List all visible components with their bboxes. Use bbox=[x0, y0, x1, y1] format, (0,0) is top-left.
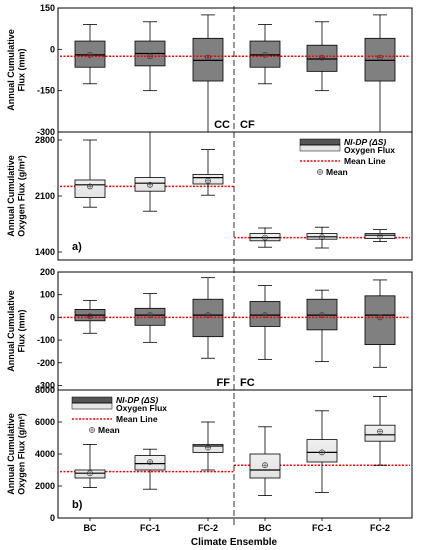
y-tick-label: 1400 bbox=[35, 247, 55, 257]
y-tick-label: 2100 bbox=[35, 191, 55, 201]
y-tick-label: -100 bbox=[37, 335, 55, 345]
legend-swatch-nidp bbox=[71, 396, 113, 404]
box-FF-BC bbox=[74, 299, 106, 334]
panel-frame bbox=[57, 271, 413, 391]
y-tick-label: -150 bbox=[37, 86, 55, 96]
box-CC-FC-1 bbox=[134, 131, 166, 212]
x-tick-label: FC-2 bbox=[198, 523, 218, 533]
box-CF-FC-2 bbox=[364, 229, 396, 243]
legend-swatch-oxygen bbox=[299, 144, 341, 152]
y-axis-label: Annual CumulativeOxygen Flux (g/m²) bbox=[6, 413, 26, 495]
legend-label: Mean Line bbox=[116, 414, 158, 424]
legend-label: Oxygen Flux bbox=[116, 403, 167, 413]
legend-swatch-oxygen bbox=[71, 402, 113, 410]
box-FC-FC-1 bbox=[306, 410, 338, 493]
box-FF-FC-1 bbox=[134, 293, 166, 343]
group-label: CC bbox=[214, 119, 230, 131]
box-FF-BC bbox=[74, 443, 106, 489]
box-CC-FC-2 bbox=[192, 14, 224, 133]
y-axis-label-line: Annual Cumulative bbox=[6, 155, 16, 237]
y-axis-label: Annual CumulativeFlux (mm) bbox=[6, 290, 26, 372]
x-tick-label: FC-2 bbox=[370, 523, 390, 533]
box-body bbox=[364, 295, 396, 346]
box-FC-FC-1 bbox=[306, 289, 338, 363]
y-axis-label-line: Oxygen Flux (g/m²) bbox=[17, 155, 27, 237]
box-CF-BC bbox=[249, 227, 281, 248]
group-label: FC bbox=[240, 377, 255, 389]
box-FF-FC-2 bbox=[192, 421, 224, 471]
y-axis-label-line: Annual Cumulative bbox=[6, 413, 16, 495]
y-tick-label: 4000 bbox=[35, 449, 55, 459]
panel-label: a) bbox=[72, 241, 82, 253]
y-tick-label: -300 bbox=[37, 380, 55, 390]
legend-label: Oxygen Flux bbox=[344, 145, 395, 155]
panel-3: 200 100 0 -100 -200 -300 Annual CumulativeFlux… bbox=[6, 267, 413, 391]
box-CF-FC-2 bbox=[364, 14, 396, 133]
box-CC-BC bbox=[74, 24, 106, 85]
x-axis-title: Climate Ensemble bbox=[191, 537, 278, 548]
y-tick-label: -300 bbox=[37, 127, 55, 137]
box-CF-BC bbox=[249, 24, 281, 85]
box-FC-BC bbox=[249, 285, 281, 360]
y-tick-label: 0 bbox=[50, 312, 55, 322]
legend-label: Mean Line bbox=[344, 156, 386, 166]
y-tick-label: 200 bbox=[40, 267, 55, 277]
box-CF-FC-1 bbox=[306, 21, 338, 92]
y-axis-label: Annual CumulativeOxygen Flux (g/m²) bbox=[6, 155, 26, 237]
y-axis-label-line: Flux (mm) bbox=[17, 48, 27, 91]
x-tick-label: BC bbox=[259, 523, 272, 533]
legend-label: NI-DP (ΔS) bbox=[344, 137, 386, 147]
group-label: FF bbox=[217, 377, 231, 389]
y-tick-label: -200 bbox=[37, 358, 55, 368]
x-axis: BC FC-1 FC-2 BC FC-1 FC-2 Climate Ensemble bbox=[84, 518, 390, 548]
x-tick-label: BC bbox=[84, 523, 97, 533]
panel-1: 150 0 -150 -300 Annual CumulativeFlux (mm) CC… bbox=[6, 3, 413, 137]
legend-swatch-nidp bbox=[299, 138, 341, 146]
legend-label: Mean bbox=[98, 425, 120, 435]
box-CC-FC-1 bbox=[134, 21, 166, 92]
group-label: CF bbox=[240, 119, 255, 131]
box-FC-BC bbox=[249, 426, 281, 497]
y-axis-label-line: Annual Cumulative bbox=[6, 29, 16, 111]
y-tick-label: 0 bbox=[50, 513, 55, 523]
box-CF-FC-1 bbox=[306, 226, 338, 249]
x-tick-label: FC-1 bbox=[140, 523, 160, 533]
box-FC-FC-2 bbox=[364, 279, 396, 368]
y-tick-label: 2000 bbox=[35, 481, 55, 491]
panel-label: b) bbox=[72, 499, 83, 511]
y-tick-label: 0 bbox=[50, 44, 55, 54]
y-tick-label: 6000 bbox=[35, 417, 55, 427]
y-axis-label-line: Annual Cumulative bbox=[6, 290, 16, 372]
box-CC-FC-2 bbox=[192, 149, 224, 196]
y-axis-label-line: Oxygen Flux (g/m²) bbox=[17, 413, 27, 495]
y-tick-label: 100 bbox=[40, 290, 55, 300]
box-FF-FC-1 bbox=[134, 448, 166, 490]
legend-label: Mean bbox=[326, 167, 348, 177]
y-axis-label: Annual CumulativeFlux (mm) bbox=[6, 29, 26, 111]
y-tick-label: 8000 bbox=[35, 385, 55, 395]
y-tick-label: 2800 bbox=[35, 135, 55, 145]
y-axis-label-line: Flux (mm) bbox=[17, 309, 27, 352]
x-tick-label: FC-1 bbox=[312, 523, 332, 533]
panel-frame bbox=[57, 7, 413, 133]
box-body bbox=[249, 301, 281, 327]
box-CC-BC bbox=[74, 139, 106, 208]
box-FC-FC-2 bbox=[364, 395, 396, 466]
legend-label: NI-DP (ΔS) bbox=[116, 395, 158, 405]
y-tick-label: 150 bbox=[40, 3, 55, 13]
